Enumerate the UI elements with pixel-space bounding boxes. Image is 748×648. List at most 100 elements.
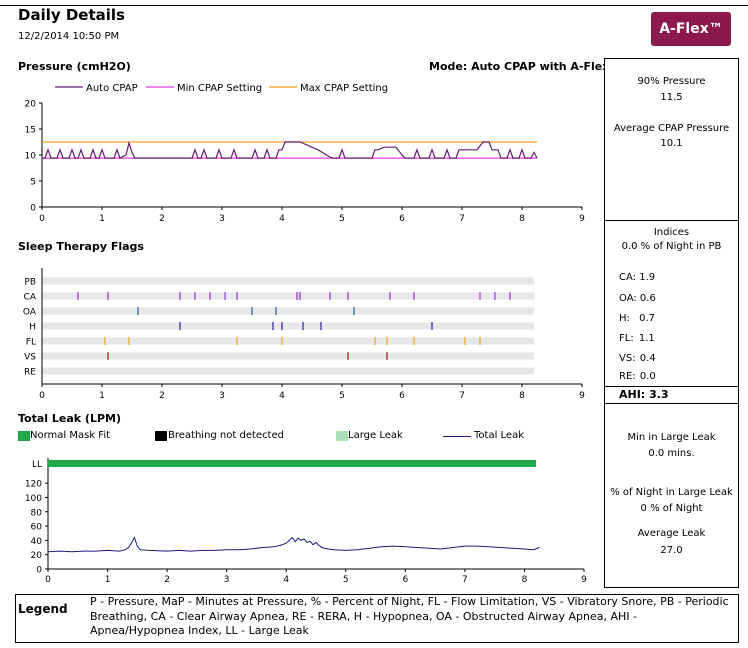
x-tick-label: 2 — [159, 391, 165, 401]
report-datetime: 12/2/2014 10:50 PM — [18, 31, 120, 42]
flags-axes: 0 1 2 3 4 5 6 7 8 9 — [39, 268, 585, 401]
avg-cpap-label: Average CPAP Pressure — [613, 123, 730, 134]
flag-row-vs — [42, 352, 534, 360]
y-tick-label: 10 — [25, 152, 37, 162]
legend-label-0: Auto CPAP — [86, 83, 138, 94]
y-tick-label: 20 — [31, 551, 43, 561]
x-tick-label: 4 — [279, 391, 285, 401]
pressure-axes: 0 5 10 15 20 0 1 2 3 4 5 6 7 8 9 — [25, 100, 586, 225]
series-total-leak — [47, 536, 540, 553]
index-ca: CA: 1.9 — [619, 272, 656, 283]
y-tick-label: 40 — [31, 537, 43, 547]
flag-row-h — [42, 322, 534, 330]
flag-row-label-fl: FL — [26, 338, 36, 348]
pct-large-leak-label: % of Night in Large Leak — [610, 487, 733, 498]
x-tick-label: 0 — [45, 575, 51, 585]
index-vs: VS: 0.4 — [619, 353, 656, 364]
x-tick-label: 4 — [283, 575, 289, 585]
flag-row-fl — [42, 337, 534, 345]
x-tick-label: 6 — [399, 391, 405, 401]
index-oa: OA: 0.6 — [619, 293, 656, 304]
panel-divider — [605, 386, 738, 387]
legend-swatch-total — [443, 436, 471, 437]
x-tick-label: 8 — [519, 214, 525, 224]
y-tick-label: 120 — [25, 480, 42, 490]
flag-row-label-ca: CA — [24, 293, 37, 303]
series-auto-cpap — [42, 140, 538, 159]
x-tick-label: 1 — [99, 391, 105, 401]
legend-label-breathing: Breathing not detected — [168, 430, 284, 441]
x-tick-label: 9 — [579, 391, 585, 401]
pressure-90-label: 90% Pressure — [637, 76, 706, 87]
legend-box — [15, 594, 739, 643]
indices-label: Indices — [653, 227, 690, 238]
pressure-chart: Auto CPAP Min CPAP Setting Max CPAP Settin… — [25, 83, 586, 225]
leak-lines — [47, 536, 540, 553]
index-fl: FL: 1.1 — [619, 333, 655, 344]
x-tick-label: 2 — [159, 214, 165, 224]
x-tick-label: 9 — [579, 214, 585, 224]
index-h: H: 0.7 — [619, 313, 655, 324]
pct-large-leak-value: 0 % of Night — [640, 503, 703, 514]
flag-row-re — [42, 367, 534, 375]
flags-title: Sleep Therapy Flags — [18, 240, 144, 253]
x-tick-label: 0 — [39, 391, 45, 401]
x-tick-label: 3 — [219, 391, 225, 401]
panel-divider — [605, 220, 738, 221]
pressure-mode: Mode: Auto CPAP with A-Flex — [429, 60, 610, 73]
x-tick-label: 6 — [399, 214, 405, 224]
flag-row-ca — [42, 292, 534, 300]
leak-chart: LL 0 20 40 60 80 100 120 0 1 2 3 4 5 6 7 8 9 — [25, 458, 587, 585]
min-large-leak-label: Min in Large Leak — [627, 432, 716, 443]
top-rule — [0, 5, 748, 6]
x-tick-label: 6 — [402, 575, 408, 585]
page-title: Daily Details — [18, 6, 125, 24]
leak-legend: Normal Mask Fit Breathing not detected L… — [18, 430, 603, 444]
x-tick-label: 5 — [343, 575, 349, 585]
x-tick-label: 3 — [219, 214, 225, 224]
leak-axes: LL 0 20 40 60 80 100 120 0 1 2 3 4 5 6 7 8 9 — [25, 458, 587, 585]
index-re: RE: 0.0 — [619, 371, 656, 382]
legend-swatch-large — [336, 431, 348, 441]
x-tick-label: 1 — [99, 214, 105, 224]
y-tick-label: 80 — [31, 508, 43, 518]
index-ahi: AHI: 3.3 — [619, 388, 669, 401]
x-tick-label: 3 — [224, 575, 230, 585]
x-tick-label: 5 — [339, 214, 345, 224]
x-tick-label: 8 — [522, 575, 528, 585]
flag-row-label-vs: VS — [24, 353, 36, 363]
summary-panel: 90% Pressure 11.5 Average CPAP Pressure … — [604, 58, 739, 588]
y-tick-label: 100 — [25, 494, 42, 504]
flag-row-label-pb: PB — [24, 278, 36, 288]
x-tick-label: 9 — [581, 575, 587, 585]
pb-percent: 0.0 % of Night in PB — [621, 241, 722, 252]
ll-bar-normal-fit — [48, 460, 536, 467]
y-tick-label: 20 — [25, 100, 37, 110]
y-tick-label: 0 — [36, 566, 42, 576]
x-tick-label: 7 — [462, 575, 468, 585]
x-tick-label: 4 — [279, 214, 285, 224]
legend-swatch-breathing — [155, 431, 167, 441]
ll-label: LL — [32, 460, 42, 470]
x-tick-label: 7 — [459, 214, 465, 224]
avg-cpap-value: 10.1 — [660, 138, 683, 149]
flags-chart: PB CA OA H FL VS RE 0 1 2 3 4 5 6 7 8 9 — [23, 268, 585, 401]
flag-row-label-oa: OA — [23, 308, 37, 318]
x-tick-label: 8 — [519, 391, 525, 401]
y-tick-label: 15 — [25, 126, 36, 136]
avg-leak-value: 27.0 — [660, 545, 683, 556]
x-tick-label: 0 — [39, 214, 45, 224]
pressure-legend: Auto CPAP Min CPAP Setting Max CPAP Settin… — [55, 83, 388, 94]
x-tick-label: 1 — [105, 575, 111, 585]
legend-swatch-normal — [18, 431, 30, 441]
x-tick-label: 2 — [164, 575, 170, 585]
legend-label-total: Total Leak — [474, 430, 524, 441]
pressure-90-value: 11.5 — [660, 92, 683, 103]
y-tick-label: 0 — [30, 204, 36, 214]
pressure-lines — [42, 140, 538, 159]
flag-row-label-h: H — [29, 323, 36, 333]
legend-label-2: Max CPAP Setting — [300, 83, 388, 94]
y-tick-label: 5 — [30, 178, 36, 188]
y-tick-label: 60 — [31, 523, 43, 533]
legend-title: Legend — [18, 602, 68, 616]
